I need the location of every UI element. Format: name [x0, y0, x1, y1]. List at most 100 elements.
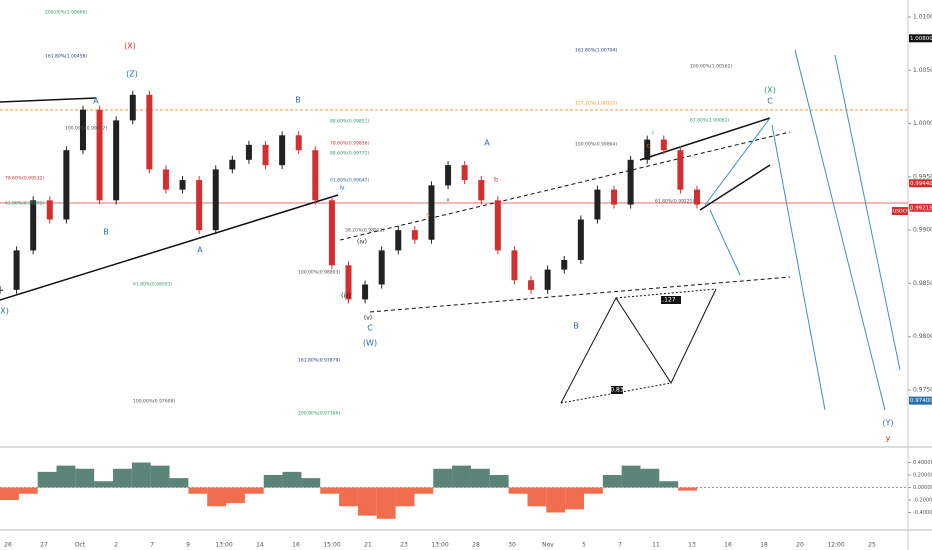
channel-line	[369, 276, 791, 313]
fib-label: 200.00%(1.00668)	[45, 10, 87, 16]
wave-label: (X)	[764, 86, 776, 95]
x-tick-label: 12:00	[827, 542, 844, 549]
wave-label: C	[367, 324, 373, 333]
y-tick-label: 0.97500	[913, 387, 932, 394]
x-tick-label: 7	[618, 542, 622, 549]
x-tick-label: Nov	[542, 542, 554, 549]
x-tick-label: Oct	[75, 542, 86, 549]
histogram-bar	[508, 487, 528, 494]
wave-label: c	[646, 143, 649, 150]
fib-label: 100.00%(0.99972)	[65, 126, 107, 132]
wave-label: (iv)	[357, 239, 367, 246]
y-tick-label: 1.00500	[913, 67, 932, 74]
histogram-bar	[207, 487, 227, 507]
histogram-bar	[602, 475, 622, 488]
y-tick-label: 0.99000	[913, 227, 932, 234]
candle	[229, 159, 236, 170]
fib-label: 78.60%(0.99532)	[5, 176, 45, 182]
candle	[79, 109, 86, 151]
candle	[395, 230, 402, 251]
y-tick-label: 0.400000	[913, 460, 932, 466]
candle	[129, 94, 136, 121]
y-tick-label: 0.99500	[913, 173, 932, 180]
candle	[378, 250, 385, 285]
candle	[627, 159, 634, 205]
wave-label: b	[494, 177, 498, 184]
y-tick-label: -0.200000	[913, 498, 932, 504]
histogram-bar	[37, 471, 57, 488]
wave-label: B	[295, 96, 301, 105]
wave-label: a	[426, 212, 430, 219]
candle	[30, 200, 37, 251]
y-tick-label: 1.01000	[913, 14, 932, 21]
trend-line	[0, 194, 339, 301]
price-tag-label: 0.99440	[910, 181, 932, 187]
x-tick-label: 26	[4, 542, 12, 549]
x-tick-label: 27	[40, 542, 48, 549]
candle	[0, 289, 3, 291]
x-tick-label: 14	[256, 542, 264, 549]
trend-line	[0, 97, 97, 103]
wave-label: B	[103, 228, 109, 237]
candle	[511, 250, 518, 281]
candle	[528, 280, 535, 290]
histogram-bar	[263, 475, 283, 488]
wave-label: y	[886, 434, 891, 443]
histogram-bar	[226, 487, 245, 504]
channel-line	[339, 131, 791, 241]
ratio-box	[661, 296, 681, 304]
fib-label: 61.80%(0.98593)	[133, 282, 173, 288]
y-tick-label: 0.98500	[913, 280, 932, 287]
fib-label: 100.00%(0.99864)	[575, 142, 617, 148]
histogram-bar	[113, 468, 132, 488]
y-tick-label: 0.200000	[913, 473, 932, 479]
symbol-label: USDCHF	[893, 209, 912, 215]
arrow	[771, 124, 826, 411]
wave-label: B	[573, 322, 579, 331]
histogram-bar	[339, 487, 358, 507]
fib-label: 61.80%(0.99647)	[330, 178, 370, 184]
candle	[544, 269, 551, 290]
candle	[212, 169, 219, 231]
wave-label: (v)	[364, 315, 372, 322]
wave-label: (iii)	[341, 293, 351, 300]
histogram-bar	[621, 465, 641, 488]
arrow	[704, 117, 771, 206]
candle	[345, 265, 352, 300]
fib-label: 61.80%(1.00061)	[690, 118, 730, 124]
histogram-bar	[433, 468, 453, 488]
histogram-bar	[565, 487, 584, 510]
histogram-bar	[169, 478, 189, 488]
price-tag-label: 0.97400	[910, 398, 932, 404]
candle	[245, 144, 252, 160]
fib-label: 200.00%(0.97386)	[298, 411, 340, 417]
wave-label: A	[93, 97, 99, 106]
histogram-bar	[244, 487, 264, 494]
x-tick-label: 18	[760, 542, 768, 549]
candle	[694, 189, 700, 205]
candle	[113, 120, 120, 201]
histogram-bar	[150, 465, 170, 488]
x-tick-label: 2	[114, 542, 118, 549]
candle	[312, 150, 319, 201]
wave-label: i	[652, 130, 654, 137]
x-tick-label: 13:00	[215, 542, 232, 549]
trend-line	[699, 164, 771, 211]
x-tick-label: 11	[652, 542, 660, 549]
histogram-bar	[94, 481, 114, 488]
x-tick-label: 21	[364, 542, 372, 549]
candle	[179, 180, 186, 190]
histogram-bar	[376, 487, 396, 519]
histogram-bar	[583, 487, 603, 494]
candle	[428, 185, 435, 240]
y-tick-label: -0.400000	[913, 510, 932, 516]
histogram-bar	[282, 471, 302, 488]
histogram-bar	[452, 465, 471, 488]
candle	[328, 200, 335, 266]
candle	[677, 150, 684, 190]
wave-label: iv	[339, 185, 345, 192]
fib-label: 78.60%(0.99856)	[330, 141, 370, 147]
fib-label: 38.20%(0.98912)	[345, 228, 385, 234]
candle	[63, 150, 70, 220]
